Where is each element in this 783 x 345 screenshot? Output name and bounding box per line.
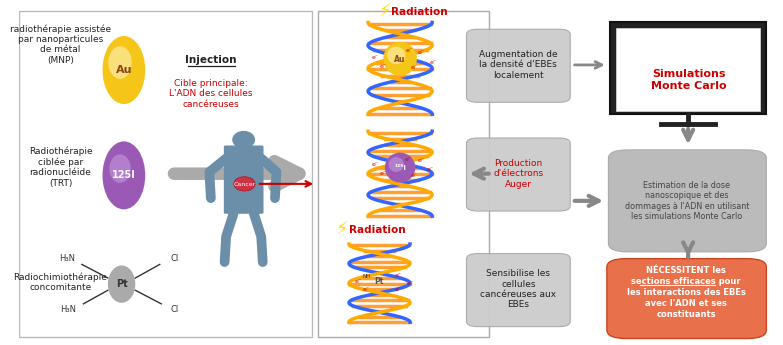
Text: Production
d'électrons
Auger: Production d'électrons Auger	[493, 159, 543, 189]
FancyBboxPatch shape	[19, 11, 312, 337]
Text: e⁻: e⁻	[410, 172, 417, 178]
FancyBboxPatch shape	[608, 150, 767, 252]
Text: NÉCESSITENT les: NÉCESSITENT les	[646, 266, 726, 275]
Text: Pt: Pt	[374, 277, 384, 286]
Text: e⁻: e⁻	[429, 60, 436, 65]
Ellipse shape	[108, 265, 135, 303]
Ellipse shape	[108, 46, 132, 79]
FancyBboxPatch shape	[616, 28, 760, 111]
Text: Augmentation de
la densité d'EBEs
localement: Augmentation de la densité d'EBEs locale…	[479, 50, 557, 80]
Text: ⚡: ⚡	[378, 3, 392, 21]
Text: Radiation: Radiation	[391, 7, 447, 17]
Text: constituants: constituants	[656, 309, 716, 318]
Text: e⁻: e⁻	[355, 279, 362, 284]
Ellipse shape	[234, 177, 255, 191]
Ellipse shape	[388, 157, 404, 172]
Ellipse shape	[103, 36, 145, 104]
Text: Radiation: Radiation	[349, 225, 406, 235]
Text: e⁻: e⁻	[380, 64, 387, 69]
Text: e⁻: e⁻	[395, 287, 402, 293]
Text: NH: NH	[363, 275, 370, 279]
Text: e⁻: e⁻	[427, 167, 435, 172]
Text: H₃N: H₃N	[59, 254, 74, 263]
Text: Estimation de la dose
nanoscopique et des
dommages à l'ADN en utilisant
les simu: Estimation de la dose nanoscopique et de…	[625, 181, 749, 221]
Text: e⁻: e⁻	[363, 287, 370, 293]
Text: e⁻: e⁻	[372, 162, 379, 167]
Text: e⁻: e⁻	[404, 157, 411, 162]
Ellipse shape	[233, 131, 255, 149]
Text: Sensibilise les
cellules
cancéreuses aux
EBEs: Sensibilise les cellules cancéreuses aux…	[480, 269, 557, 309]
Text: e⁻: e⁻	[418, 50, 425, 55]
Text: Cl: Cl	[171, 305, 179, 314]
FancyBboxPatch shape	[607, 259, 767, 338]
Text: ⚡: ⚡	[335, 221, 348, 239]
Text: Au: Au	[116, 65, 132, 75]
Text: H₃N: H₃N	[60, 305, 76, 314]
Text: Pt: Pt	[116, 279, 128, 289]
Text: e⁻: e⁻	[410, 65, 417, 70]
Text: les interactions des EBEs: les interactions des EBEs	[627, 288, 745, 297]
Text: e⁻: e⁻	[406, 280, 413, 286]
Text: e⁻: e⁻	[395, 273, 402, 278]
Ellipse shape	[384, 42, 417, 76]
Text: Injection: Injection	[185, 55, 236, 65]
Text: e⁻: e⁻	[418, 158, 425, 163]
Text: ¹²⁵I: ¹²⁵I	[394, 165, 406, 171]
FancyBboxPatch shape	[467, 138, 570, 211]
Text: Radiothérapie
ciblée par
radionucléide
(TRT): Radiothérapie ciblée par radionucléide (…	[29, 146, 92, 188]
Ellipse shape	[103, 141, 145, 209]
Ellipse shape	[384, 152, 415, 183]
Text: Au: Au	[395, 55, 406, 63]
Text: e⁻: e⁻	[406, 48, 413, 53]
Text: sections efficaces pour: sections efficaces pour	[631, 277, 741, 286]
Ellipse shape	[387, 47, 406, 64]
Text: e⁻: e⁻	[372, 55, 379, 60]
Text: Radiochimiothérapie
concomitante: Radiochimiothérapie concomitante	[13, 273, 107, 292]
Ellipse shape	[110, 154, 131, 183]
Text: 125I: 125I	[112, 170, 135, 180]
FancyBboxPatch shape	[467, 29, 570, 102]
Text: e⁻: e⁻	[380, 171, 387, 176]
FancyBboxPatch shape	[467, 254, 570, 327]
Text: Simulations
Monte Carlo: Simulations Monte Carlo	[651, 69, 727, 91]
Text: Cancer: Cancer	[233, 182, 255, 187]
FancyBboxPatch shape	[224, 146, 264, 214]
Text: radiothérapie assistée
par nanoparticules
de métal
(MNP): radiothérapie assistée par nanoparticule…	[10, 24, 111, 65]
FancyBboxPatch shape	[318, 11, 489, 337]
FancyBboxPatch shape	[610, 22, 767, 114]
Text: Cible principale:
L'ADN des cellules
cancéreuses: Cible principale: L'ADN des cellules can…	[169, 79, 253, 109]
Text: Cl: Cl	[171, 254, 179, 263]
Text: avec l'ADN et ses: avec l'ADN et ses	[645, 299, 727, 308]
